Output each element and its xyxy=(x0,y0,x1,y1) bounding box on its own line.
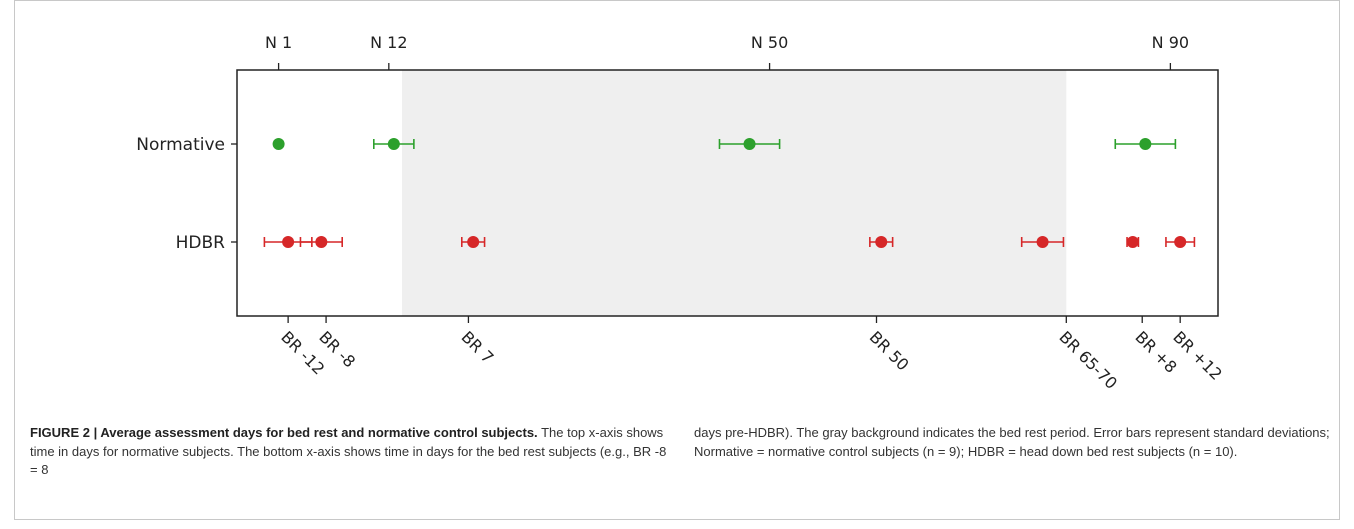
data-point xyxy=(743,138,756,150)
caption-right: days pre-HDBR). The gray background indi… xyxy=(694,424,1334,461)
data-point xyxy=(387,138,400,150)
plot-area-border xyxy=(236,69,1219,317)
category-label: HDBR xyxy=(176,233,226,253)
caption-text-right: days pre-HDBR). The gray background indi… xyxy=(694,425,1330,459)
data-point xyxy=(875,236,888,248)
data-point xyxy=(315,236,328,248)
category-labels: Normative HDBR xyxy=(136,135,237,253)
category-label: Normative xyxy=(136,135,225,155)
data-point xyxy=(1174,236,1187,248)
data-point xyxy=(282,236,295,248)
bottom-tick-label: BR 50 xyxy=(866,327,913,374)
data-point xyxy=(272,138,285,150)
top-tick-label: N 1 xyxy=(265,33,292,52)
bottom-tick-label: BR +12 xyxy=(1169,327,1226,384)
figure-frame xyxy=(14,0,1340,520)
caption-text-left: The top x-axis shows time in days for no… xyxy=(30,425,667,477)
top-tick-label: N 12 xyxy=(370,33,407,52)
shaded-bed-rest-region xyxy=(402,70,1067,316)
bottom-tick-label: BR +8 xyxy=(1131,327,1180,376)
top-tick-label: N 50 xyxy=(751,33,788,52)
data-point xyxy=(1126,236,1139,248)
caption-figure-label: FIGURE 2 | Average assessment days for b… xyxy=(30,425,538,440)
caption-left: FIGURE 2 | Average assessment days for b… xyxy=(30,424,670,480)
data-point xyxy=(1036,236,1049,248)
data-point xyxy=(467,236,480,248)
top-axis: N 1 N 12 N 50 N 90 xyxy=(265,33,1189,70)
data-point xyxy=(1139,138,1152,150)
bottom-tick-label: BR 7 xyxy=(458,327,498,367)
bottom-tick-label: BR 65-70 xyxy=(1055,327,1121,393)
top-tick-label: N 90 xyxy=(1152,33,1189,52)
data-points xyxy=(263,138,1196,248)
